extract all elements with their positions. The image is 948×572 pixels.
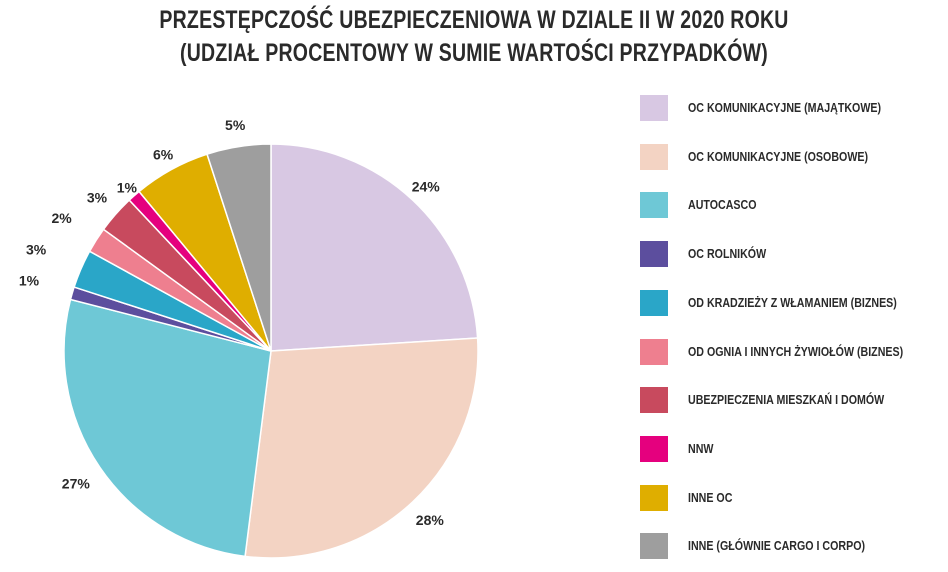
slice-label-8: 1% bbox=[117, 179, 138, 195]
legend-item: OC ROLNIKÓW bbox=[640, 241, 940, 268]
legend-item: NNW bbox=[640, 435, 940, 462]
slice-label-4: 1% bbox=[19, 273, 40, 289]
chart-title-block: PRZESTĘPCZOŚĆ UBEZPIECZENIOWA W DZIALE I… bbox=[0, 4, 948, 70]
legend-label: OC ROLNIKÓW bbox=[688, 246, 767, 262]
pie-slice-2 bbox=[244, 337, 479, 559]
legend-label: AUTOCASCO bbox=[688, 197, 757, 213]
legend-swatch bbox=[640, 435, 668, 462]
legend-item: OC KOMUNIKACYJNE (MAJĄTKOWE) bbox=[640, 95, 940, 121]
chart-title: PRZESTĘPCZOŚĆ UBEZPIECZENIOWA W DZIALE I… bbox=[159, 6, 789, 34]
slice-label-2: 28% bbox=[416, 512, 445, 528]
legend-label: OC KOMUNIKACYJNE (MAJĄTKOWE) bbox=[688, 100, 882, 115]
legend-item: AUTOCASCO bbox=[640, 192, 940, 219]
legend-swatch bbox=[640, 143, 668, 170]
legend-swatch bbox=[640, 338, 668, 365]
legend-swatch bbox=[640, 289, 668, 316]
legend-label: OC KOMUNIKACYJNE (OSOBOWE) bbox=[688, 148, 869, 164]
slice-label-6: 2% bbox=[51, 210, 72, 226]
legend-item: UBEZPIECZENIA MIESZKAŃ I DOMÓW bbox=[640, 387, 940, 414]
legend-swatch bbox=[640, 387, 668, 414]
legend-item: INNE (GŁÓWNIE CARGO I CORPO) bbox=[640, 533, 940, 560]
legend-label: OD OGNIA I INNYCH ŻYWIOŁÓW (BIZNES) bbox=[688, 343, 904, 359]
pie-slice-3 bbox=[63, 298, 272, 558]
legend-swatch bbox=[640, 484, 668, 511]
legend-label: NNW bbox=[688, 440, 714, 456]
slice-label-7: 3% bbox=[87, 190, 108, 206]
slice-label-5: 3% bbox=[26, 241, 47, 257]
legend-swatch bbox=[640, 192, 668, 219]
legend-item: OD KRADZIEŻY Z WŁAMANIEM (BIZNES) bbox=[640, 289, 940, 316]
legend-item: OC KOMUNIKACYJNE (OSOBOWE) bbox=[640, 143, 940, 170]
legend-item: OD OGNIA I INNYCH ŻYWIOŁÓW (BIZNES) bbox=[640, 338, 940, 365]
slice-label-1: 24% bbox=[412, 178, 441, 194]
legend-label: INNE OC bbox=[688, 489, 733, 505]
pie-slice-1 bbox=[270, 143, 479, 352]
slice-label-10: 5% bbox=[225, 117, 246, 133]
legend-swatch bbox=[640, 241, 668, 268]
chart-subtitle: (UDZIAŁ PROCENTOWY W SUMIE WARTOŚCI PRZY… bbox=[179, 39, 769, 67]
legend-label: OD KRADZIEŻY Z WŁAMANIEM (BIZNES) bbox=[688, 294, 897, 310]
legend-label: UBEZPIECZENIA MIESZKAŃ I DOMÓW bbox=[688, 392, 885, 408]
slice-label-3: 27% bbox=[62, 476, 91, 492]
legend-swatch bbox=[640, 533, 668, 560]
legend-item: INNE OC bbox=[640, 484, 940, 511]
legend-swatch bbox=[640, 95, 668, 121]
legend-label: INNE (GŁÓWNIE CARGO I CORPO) bbox=[688, 538, 866, 554]
pie-slice-10 bbox=[206, 143, 272, 352]
slice-label-9: 6% bbox=[153, 147, 174, 163]
